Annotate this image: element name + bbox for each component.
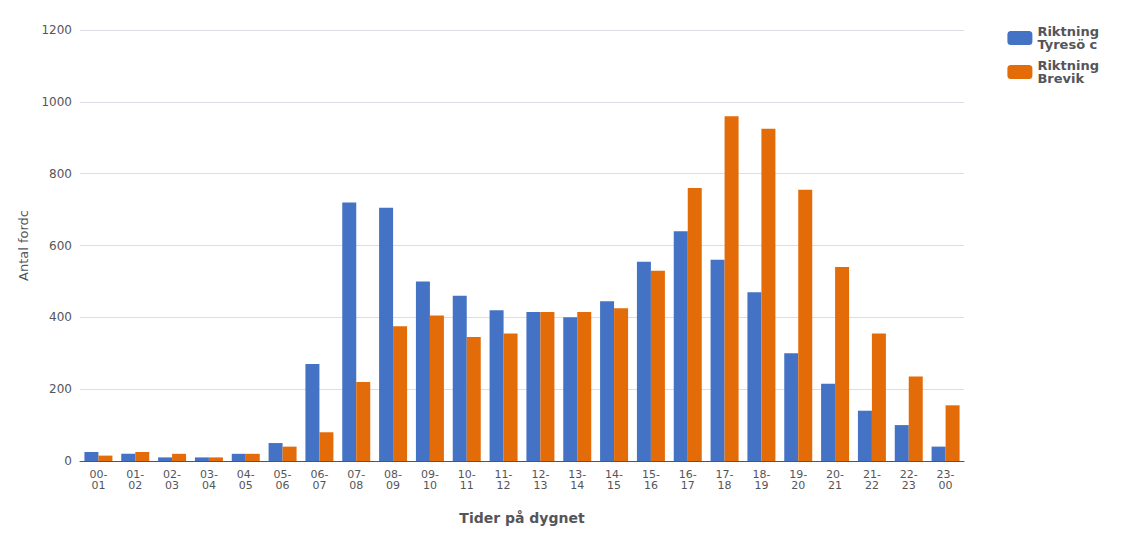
- svg-text:400: 400: [49, 310, 72, 324]
- svg-text:05-: 05-: [273, 468, 292, 481]
- svg-text:14: 14: [570, 479, 584, 492]
- svg-text:20-: 20-: [826, 468, 845, 481]
- svg-text:19: 19: [754, 479, 768, 492]
- svg-text:08-: 08-: [384, 468, 403, 481]
- svg-text:09: 09: [386, 479, 400, 492]
- svg-text:800: 800: [49, 167, 72, 181]
- svg-text:09-: 09-: [420, 468, 439, 481]
- svg-text:23: 23: [902, 479, 916, 492]
- svg-text:07: 07: [312, 479, 326, 492]
- svg-text:23-: 23-: [936, 468, 955, 481]
- svg-text:16-: 16-: [678, 468, 697, 481]
- svg-text:Riktning: Riktning: [1037, 24, 1099, 39]
- svg-text:13-: 13-: [568, 468, 587, 481]
- svg-text:15: 15: [607, 479, 621, 492]
- svg-text:03: 03: [165, 479, 179, 492]
- svg-text:01-: 01-: [126, 468, 145, 481]
- svg-text:18-: 18-: [752, 468, 771, 481]
- svg-text:Riktning: Riktning: [1037, 58, 1099, 73]
- svg-text:17-: 17-: [715, 468, 734, 481]
- svg-text:06-: 06-: [310, 468, 329, 481]
- svg-text:00: 00: [939, 479, 953, 492]
- svg-text:0: 0: [64, 454, 72, 468]
- svg-text:20: 20: [791, 479, 805, 492]
- svg-text:02-: 02-: [163, 468, 182, 481]
- svg-text:05: 05: [239, 479, 253, 492]
- svg-text:Tyresö c: Tyresö c: [1037, 37, 1097, 52]
- svg-text:22-: 22-: [899, 468, 918, 481]
- svg-text:08: 08: [349, 479, 363, 492]
- svg-text:04: 04: [202, 479, 216, 492]
- svg-text:06: 06: [276, 479, 290, 492]
- svg-text:04-: 04-: [236, 468, 255, 481]
- svg-text:03-: 03-: [199, 468, 218, 481]
- svg-text:01: 01: [91, 479, 105, 492]
- svg-text:21: 21: [828, 479, 842, 492]
- svg-text:21-: 21-: [862, 468, 881, 481]
- svg-text:10: 10: [423, 479, 437, 492]
- svg-text:15-: 15-: [641, 468, 660, 481]
- svg-text:16: 16: [644, 479, 658, 492]
- svg-text:1200: 1200: [41, 23, 72, 37]
- svg-text:10-: 10-: [457, 468, 476, 481]
- svg-text:13: 13: [533, 479, 547, 492]
- svg-text:Brevik: Brevik: [1037, 71, 1084, 86]
- svg-text:1000: 1000: [41, 95, 72, 109]
- svg-text:11-: 11-: [494, 468, 513, 481]
- svg-text:07-: 07-: [347, 468, 366, 481]
- svg-text:14-: 14-: [605, 468, 624, 481]
- svg-text:02: 02: [128, 479, 142, 492]
- svg-text:600: 600: [49, 239, 72, 253]
- svg-text:200: 200: [49, 382, 72, 396]
- svg-text:22: 22: [865, 479, 879, 492]
- svg-text:12: 12: [497, 479, 511, 492]
- svg-text:17: 17: [681, 479, 695, 492]
- svg-text:18: 18: [718, 479, 732, 492]
- svg-text:Antal fordc: Antal fordc: [16, 210, 31, 281]
- svg-text:19-: 19-: [789, 468, 808, 481]
- svg-text:00-: 00-: [89, 468, 108, 481]
- svg-text:Tider på dygnet: Tider på dygnet: [459, 510, 585, 526]
- svg-text:12-: 12-: [531, 468, 550, 481]
- svg-text:11: 11: [460, 479, 474, 492]
